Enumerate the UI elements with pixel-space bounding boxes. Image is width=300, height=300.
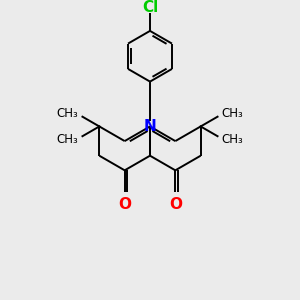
Text: CH₃: CH₃ [221, 107, 243, 120]
Text: CH₃: CH₃ [221, 133, 243, 146]
Text: O: O [169, 197, 182, 212]
Text: O: O [118, 197, 131, 212]
Text: N: N [144, 119, 156, 134]
Text: CH₃: CH₃ [57, 133, 79, 146]
Text: CH₃: CH₃ [57, 107, 79, 120]
Text: Cl: Cl [142, 0, 158, 15]
